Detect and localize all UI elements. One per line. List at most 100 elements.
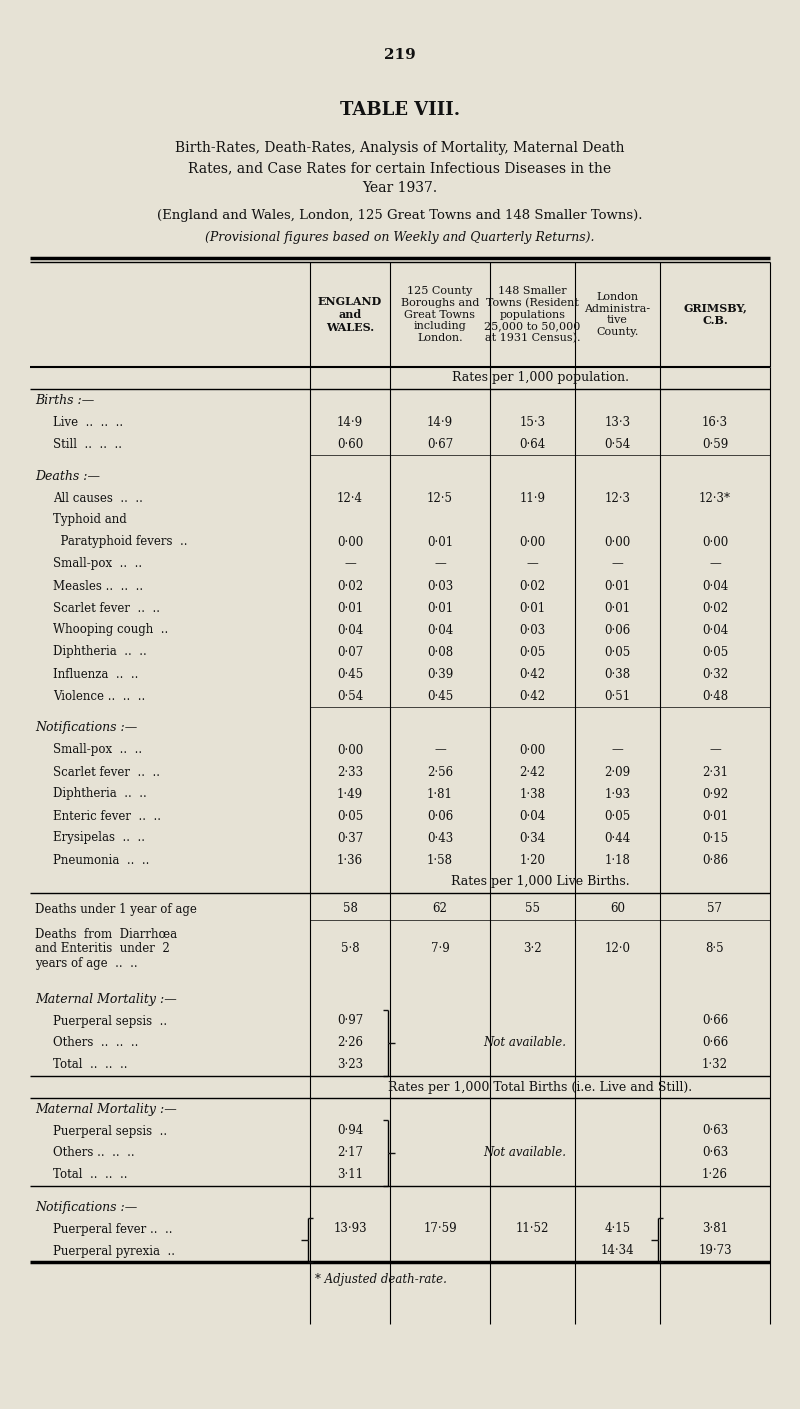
Text: Not available.: Not available. bbox=[483, 1037, 566, 1050]
Text: 5·8: 5·8 bbox=[341, 943, 359, 955]
Text: 0·59: 0·59 bbox=[702, 438, 728, 451]
Text: 2·56: 2·56 bbox=[427, 765, 453, 779]
Text: 17·59: 17·59 bbox=[423, 1223, 457, 1236]
Text: 0·01: 0·01 bbox=[427, 535, 453, 548]
Text: Puerperal sepsis  ..: Puerperal sepsis .. bbox=[53, 1124, 167, 1137]
Text: 0·01: 0·01 bbox=[605, 602, 630, 614]
Text: 2·33: 2·33 bbox=[337, 765, 363, 779]
Text: 0·63: 0·63 bbox=[702, 1124, 728, 1137]
Text: 0·67: 0·67 bbox=[427, 438, 453, 451]
Text: 0·00: 0·00 bbox=[337, 535, 363, 548]
Text: Not available.: Not available. bbox=[483, 1147, 566, 1160]
Text: 0·94: 0·94 bbox=[337, 1124, 363, 1137]
Text: 219: 219 bbox=[384, 48, 416, 62]
Text: 0·64: 0·64 bbox=[519, 438, 546, 451]
Text: 0·08: 0·08 bbox=[427, 645, 453, 658]
Text: 0·38: 0·38 bbox=[605, 668, 630, 681]
Text: Enteric fever  ..  ..: Enteric fever .. .. bbox=[53, 810, 161, 823]
Text: 58: 58 bbox=[342, 903, 358, 916]
Text: 0·07: 0·07 bbox=[337, 645, 363, 658]
Text: 0·00: 0·00 bbox=[519, 535, 546, 548]
Text: 0·04: 0·04 bbox=[427, 624, 453, 637]
Text: 12·5: 12·5 bbox=[427, 492, 453, 504]
Text: Rates per 1,000 population.: Rates per 1,000 population. bbox=[451, 372, 629, 385]
Text: 3·11: 3·11 bbox=[337, 1168, 363, 1182]
Text: 1·18: 1·18 bbox=[605, 854, 630, 867]
Text: Still  ..  ..  ..: Still .. .. .. bbox=[53, 438, 122, 451]
Text: 0·04: 0·04 bbox=[519, 810, 546, 823]
Text: 16·3: 16·3 bbox=[702, 416, 728, 428]
Text: Violence ..  ..  ..: Violence .. .. .. bbox=[53, 689, 146, 703]
Text: Erysipelas  ..  ..: Erysipelas .. .. bbox=[53, 831, 145, 844]
Text: 2·26: 2·26 bbox=[337, 1037, 363, 1050]
Text: 12·0: 12·0 bbox=[605, 943, 630, 955]
Text: Deaths :—: Deaths :— bbox=[35, 469, 100, 482]
Text: 4·15: 4·15 bbox=[605, 1223, 630, 1236]
Text: Rates, and Case Rates for certain Infectious Diseases in the: Rates, and Case Rates for certain Infect… bbox=[189, 161, 611, 175]
Text: 0·00: 0·00 bbox=[519, 744, 546, 757]
Text: 12·4: 12·4 bbox=[337, 492, 363, 504]
Text: 0·15: 0·15 bbox=[702, 831, 728, 844]
Text: 3·2: 3·2 bbox=[523, 943, 542, 955]
Text: 0·02: 0·02 bbox=[519, 579, 546, 593]
Text: 0·04: 0·04 bbox=[702, 579, 728, 593]
Text: 0·04: 0·04 bbox=[702, 624, 728, 637]
Text: 13·3: 13·3 bbox=[605, 416, 630, 428]
Text: 0·45: 0·45 bbox=[427, 689, 453, 703]
Text: 8·5: 8·5 bbox=[706, 943, 724, 955]
Text: Small-pox  ..  ..: Small-pox .. .. bbox=[53, 558, 142, 571]
Text: 0·39: 0·39 bbox=[427, 668, 453, 681]
Text: 0·66: 0·66 bbox=[702, 1014, 728, 1027]
Text: 0·02: 0·02 bbox=[337, 579, 363, 593]
Text: 14·9: 14·9 bbox=[337, 416, 363, 428]
Text: Others  ..  ..  ..: Others .. .. .. bbox=[53, 1037, 138, 1050]
Text: 55: 55 bbox=[525, 903, 540, 916]
Text: 0·01: 0·01 bbox=[427, 602, 453, 614]
Text: 0·06: 0·06 bbox=[604, 624, 630, 637]
Text: GRIMSBY,
C.B.: GRIMSBY, C.B. bbox=[683, 303, 747, 327]
Text: 1·38: 1·38 bbox=[519, 788, 546, 800]
Text: 0·54: 0·54 bbox=[337, 689, 363, 703]
Text: 1·93: 1·93 bbox=[605, 788, 630, 800]
Text: 0·60: 0·60 bbox=[337, 438, 363, 451]
Text: 14·9: 14·9 bbox=[427, 416, 453, 428]
Text: 2·09: 2·09 bbox=[605, 765, 630, 779]
Text: TABLE VIII.: TABLE VIII. bbox=[340, 101, 460, 118]
Text: Notifications :—: Notifications :— bbox=[35, 721, 138, 734]
Text: 125 County
Boroughs and
Great Towns
including
London.: 125 County Boroughs and Great Towns incl… bbox=[401, 286, 479, 342]
Text: 62: 62 bbox=[433, 903, 447, 916]
Text: 0·01: 0·01 bbox=[605, 579, 630, 593]
Text: 2·31: 2·31 bbox=[702, 765, 728, 779]
Text: 0·86: 0·86 bbox=[702, 854, 728, 867]
Text: Influenza  ..  ..: Influenza .. .. bbox=[53, 668, 138, 681]
Text: —: — bbox=[612, 744, 623, 757]
Text: Diphtheria  ..  ..: Diphtheria .. .. bbox=[53, 788, 146, 800]
Text: 12·3*: 12·3* bbox=[699, 492, 731, 504]
Text: 57: 57 bbox=[707, 903, 722, 916]
Text: 0·42: 0·42 bbox=[519, 668, 546, 681]
Text: 0·01: 0·01 bbox=[702, 810, 728, 823]
Text: Birth-Rates, Death-Rates, Analysis of Mortality, Maternal Death: Birth-Rates, Death-Rates, Analysis of Mo… bbox=[175, 141, 625, 155]
Text: 0·45: 0·45 bbox=[337, 668, 363, 681]
Text: 0·37: 0·37 bbox=[337, 831, 363, 844]
Text: Others ..  ..  ..: Others .. .. .. bbox=[53, 1147, 134, 1160]
Text: 0·63: 0·63 bbox=[702, 1147, 728, 1160]
Text: Diphtheria  ..  ..: Diphtheria .. .. bbox=[53, 645, 146, 658]
Text: 0·01: 0·01 bbox=[519, 602, 546, 614]
Text: 0·05: 0·05 bbox=[702, 645, 728, 658]
Text: 0·01: 0·01 bbox=[337, 602, 363, 614]
Text: Year 1937.: Year 1937. bbox=[362, 180, 438, 194]
Text: —: — bbox=[434, 744, 446, 757]
Text: 14·34: 14·34 bbox=[601, 1244, 634, 1257]
Text: Puerperal sepsis  ..: Puerperal sepsis .. bbox=[53, 1014, 167, 1027]
Text: 0·34: 0·34 bbox=[519, 831, 546, 844]
Text: Puerperal fever ..  ..: Puerperal fever .. .. bbox=[53, 1223, 173, 1236]
Text: Small-pox  ..  ..: Small-pox .. .. bbox=[53, 744, 142, 757]
Text: 0·03: 0·03 bbox=[519, 624, 546, 637]
Text: (Provisional figures based on Weekly and Quarterly Returns).: (Provisional figures based on Weekly and… bbox=[206, 231, 594, 244]
Text: 1·49: 1·49 bbox=[337, 788, 363, 800]
Text: —: — bbox=[526, 558, 538, 571]
Text: Measles ..  ..  ..: Measles .. .. .. bbox=[53, 579, 143, 593]
Text: Rates per 1,000 Live Births.: Rates per 1,000 Live Births. bbox=[450, 875, 630, 889]
Text: * Adjusted death-rate.: * Adjusted death-rate. bbox=[315, 1274, 447, 1286]
